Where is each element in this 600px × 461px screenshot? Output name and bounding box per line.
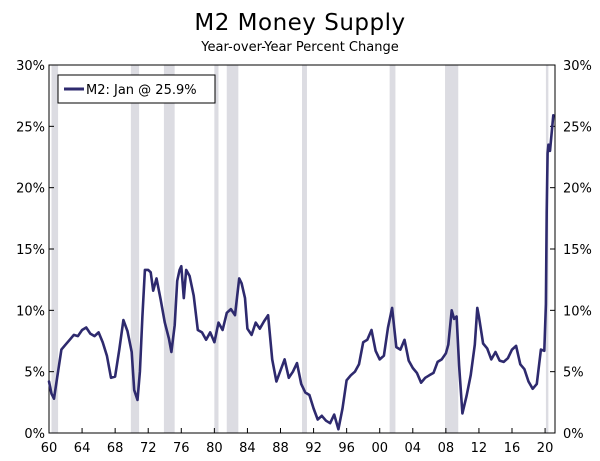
x-tick-label: 12 [471,441,488,456]
x-tick-label: 00 [371,441,388,456]
y-tick-label-right: 20% [563,182,592,197]
x-tick-label: 88 [272,441,289,456]
y-tick-label-right: 30% [563,59,592,74]
x-tick-label: 80 [206,441,223,456]
recession-bar-5 [302,65,307,433]
legend-box [57,74,216,104]
x-tick-label: 76 [173,441,190,456]
y-tick-label-left: 20% [16,182,45,197]
legend-label: M2: Jan @ 25.9% [86,83,197,98]
y-tick-label-left: 30% [16,59,45,74]
series-layer [47,114,555,431]
y-tick-label-right: 0% [563,427,584,442]
y-tick-label-left: 15% [16,243,45,258]
recession-bar-1 [130,65,140,433]
recession-bar-7 [445,65,459,433]
axis-ticks: 0% 0% 5% 5% 10% 10% 15% 15% 20% 20% 25% 25% 30% 30% 60… [16,59,592,456]
recession-bar-2 [163,65,175,433]
x-tick-label: 92 [305,441,322,456]
x-tick-label: 04 [405,441,422,456]
recession-bar-6 [389,65,396,433]
recession-bar-3 [214,65,219,433]
x-tick-label: 84 [239,441,256,456]
recession-bar-4 [226,65,239,433]
y-tick-label-right: 15% [563,243,592,258]
y-tick-label-right: 10% [563,304,592,319]
x-tick-label: 60 [41,441,58,456]
x-tick-label: 08 [438,441,455,456]
x-tick-label: 16 [504,441,521,456]
legend: M2: Jan @ 25.9% [57,74,216,104]
x-tick-label: 72 [140,441,157,456]
chart-title: M2 Money Supply [194,10,406,36]
series-line-m2 [47,114,555,431]
recession-bar-0 [51,65,59,433]
y-tick-label-right: 25% [563,120,592,135]
y-tick-label-left: 10% [16,304,45,319]
x-tick-label: 64 [74,441,91,456]
y-tick-label-left: 0% [24,427,45,442]
x-tick-label: 68 [107,441,124,456]
x-tick-label: 20 [537,441,554,456]
y-tick-label-left: 5% [24,366,45,381]
y-tick-label-left: 25% [16,120,45,135]
chart-subtitle: Year-over-Year Percent Change [201,40,399,55]
y-tick-label-right: 5% [563,366,584,381]
x-tick-label: 96 [338,441,355,456]
